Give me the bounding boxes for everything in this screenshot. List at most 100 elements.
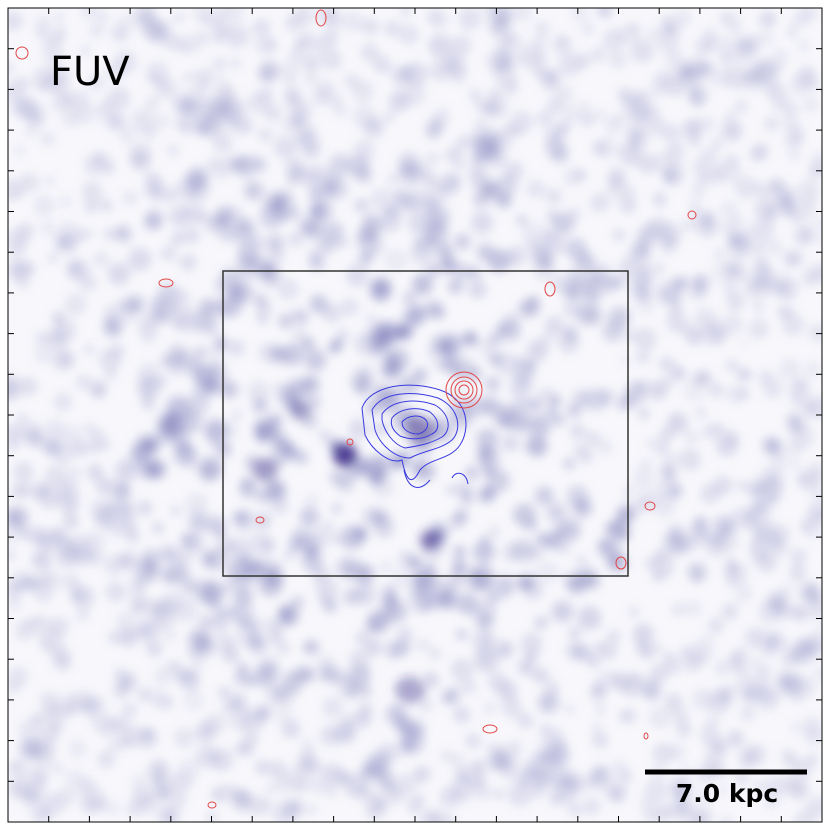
emission-blob: [791, 132, 804, 146]
emission-blob: [271, 347, 289, 365]
emission-blob: [272, 702, 294, 724]
emission-blob: [447, 388, 469, 411]
emission-blob: [739, 705, 756, 722]
emission-blob: [360, 667, 372, 679]
emission-blob: [277, 278, 300, 301]
emission-blob: [179, 532, 195, 548]
emission-blob: [503, 123, 518, 138]
emission-blob: [633, 89, 648, 104]
emission-blob: [782, 205, 796, 219]
emission-blob: [776, 278, 799, 301]
emission-blob: [544, 316, 564, 335]
emission-blob: [345, 264, 369, 287]
emission-blob: [649, 85, 663, 99]
emission-blob: [647, 26, 660, 40]
emission-blob: [450, 407, 473, 430]
emission-blob: [14, 76, 30, 92]
emission-blob: [639, 457, 654, 472]
emission-blob: [329, 94, 343, 108]
emission-blob: [34, 331, 49, 345]
emission-blob: [814, 232, 822, 246]
emission-blob: [115, 458, 139, 482]
emission-blob: [198, 99, 216, 117]
emission-blob: [188, 512, 210, 533]
emission-blob: [105, 581, 127, 603]
emission-blob: [768, 83, 790, 106]
emission-blob: [790, 604, 806, 620]
emission-blob: [35, 26, 48, 39]
emission-blob: [8, 507, 18, 520]
emission-blob: [632, 468, 655, 491]
emission-blob: [577, 606, 602, 630]
emission-blob: [256, 161, 268, 173]
emission-blob: [722, 120, 742, 140]
emission-blob: [541, 727, 566, 751]
emission-blob: [808, 323, 822, 343]
emission-blob: [250, 19, 268, 37]
emission-blob: [804, 360, 822, 379]
emission-blob: [546, 502, 567, 523]
emission-blob: [748, 656, 762, 670]
emission-blob: [133, 458, 146, 470]
emission-blob: [661, 450, 679, 468]
emission-blob: [88, 441, 101, 453]
emission-blob: [485, 377, 500, 392]
emission-blob: [453, 545, 466, 558]
emission-blob: [154, 113, 170, 130]
emission-blob: [414, 587, 427, 600]
emission-blob: [745, 743, 767, 765]
emission-blob: [772, 541, 789, 558]
emission-blob: [695, 407, 707, 419]
emission-blob: [400, 8, 413, 17]
emission-blob: [288, 537, 304, 553]
emission-blob: [217, 442, 232, 457]
emission-blob: [694, 59, 715, 80]
emission-blob: [89, 23, 105, 39]
emission-blob: [578, 100, 591, 112]
emission-blob: [749, 479, 767, 497]
emission-blob: [127, 247, 152, 272]
emission-blob: [225, 24, 249, 49]
emission-blob: [82, 343, 96, 356]
emission-blob: [527, 398, 542, 412]
emission-blob: [403, 292, 417, 306]
emission-blob: [790, 75, 811, 96]
emission-blob: [699, 726, 719, 746]
emission-blob: [183, 689, 206, 712]
emission-blob: [179, 253, 197, 272]
emission-blob: [737, 368, 749, 380]
emission-blob: [685, 118, 704, 137]
emission-blob: [111, 24, 129, 43]
emission-blob: [115, 716, 131, 732]
emission-blob: [392, 379, 415, 401]
emission-blob: [215, 783, 235, 803]
emission-blob: [203, 419, 228, 443]
emission-blob: [159, 545, 177, 562]
emission-blob: [652, 192, 667, 207]
emission-blob: [47, 252, 59, 264]
emission-blob: [374, 422, 388, 436]
emission-blob: [275, 208, 290, 222]
emission-blob: [351, 79, 375, 103]
emission-blob: [575, 303, 598, 325]
emission-blob: [165, 631, 176, 642]
emission-blob: [165, 142, 181, 158]
emission-blob: [375, 320, 399, 344]
emission-blob: [8, 423, 27, 445]
emission-blob: [139, 795, 160, 817]
emission-blob: [530, 414, 552, 436]
emission-blob: [590, 721, 602, 733]
emission-blob: [226, 120, 237, 132]
emission-blob: [669, 485, 683, 498]
emission-blob: [40, 36, 64, 61]
emission-blob: [731, 680, 745, 693]
contours: [15, 9, 697, 809]
emission-blob: [645, 437, 656, 448]
emission-blob: [595, 704, 606, 716]
emission-blob: [573, 443, 587, 457]
emission-blob: [445, 146, 464, 164]
emission-blob: [439, 748, 454, 763]
emission-blob: [675, 784, 688, 796]
emission-blob: [89, 709, 111, 731]
emission-blob: [785, 438, 804, 457]
